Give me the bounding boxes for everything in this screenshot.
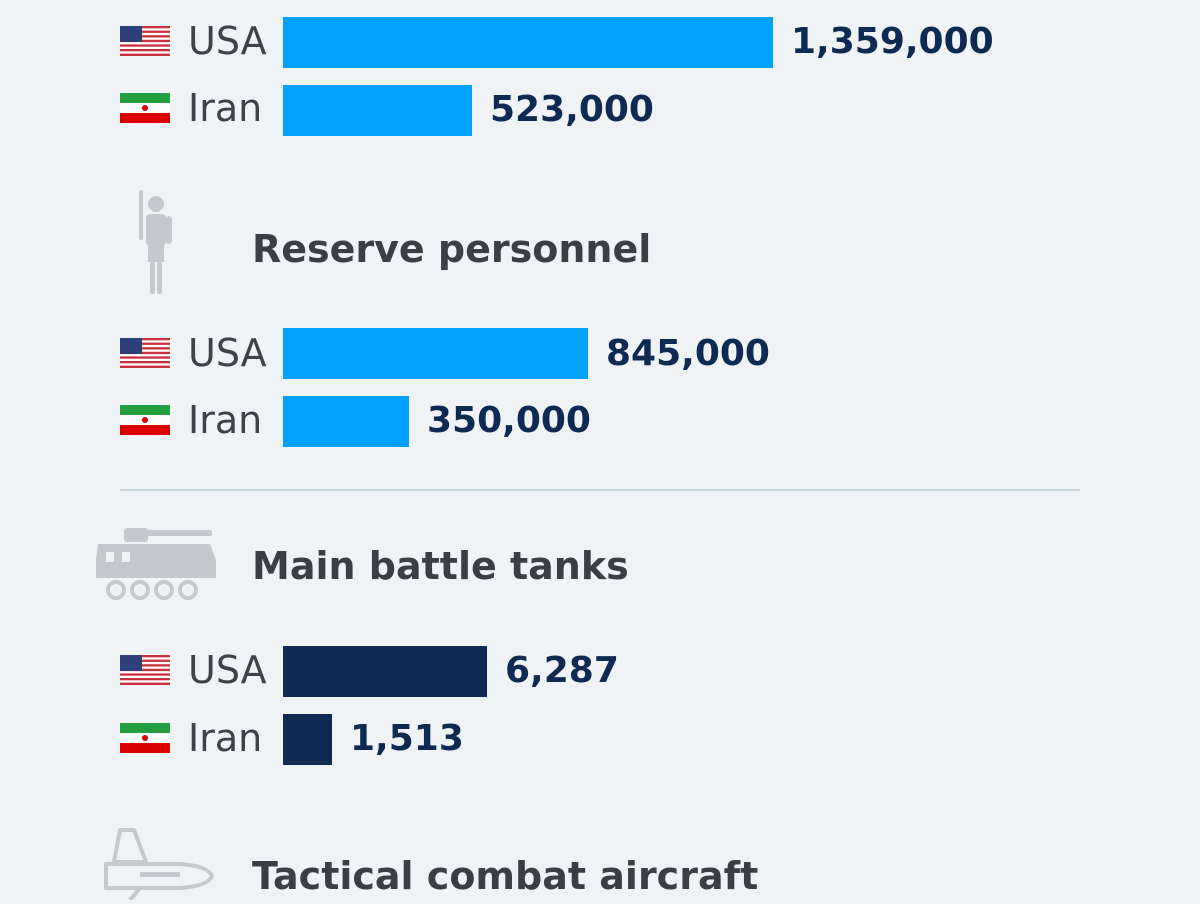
country-label-iran: Iran (188, 86, 263, 130)
flag-iran-icon (120, 723, 170, 753)
section-title-tactical-combat-aircraft: Tactical combat aircraft (252, 854, 759, 898)
country-label-usa: USA (188, 19, 267, 63)
section-divider (120, 489, 1080, 491)
value-label-usa-reserve-personnel: 845,000 (606, 333, 770, 374)
flag-usa-icon (120, 26, 170, 56)
value-label-usa-main-battle-tanks: 6,287 (505, 650, 619, 691)
bar-iran-main-battle-tanks (283, 714, 332, 765)
tank-icon (94, 528, 218, 606)
bar-usa-section0 (283, 17, 773, 68)
country-label-iran: Iran (188, 398, 263, 442)
flag-usa-icon (120, 338, 170, 368)
value-label-iran-reserve-personnel: 350,000 (427, 400, 591, 441)
value-label-iran-main-battle-tanks: 1,513 (350, 718, 464, 759)
section-title-reserve-personnel: Reserve personnel (252, 227, 652, 271)
flag-iran-icon (120, 93, 170, 123)
section-title-main-battle-tanks: Main battle tanks (252, 544, 629, 588)
bar-iran-reserve-personnel (283, 396, 409, 447)
value-label-usa-section0: 1,359,000 (791, 21, 994, 62)
country-label-usa: USA (188, 331, 267, 375)
value-label-iran-section0: 523,000 (490, 89, 654, 130)
flag-usa-icon (120, 655, 170, 685)
bar-usa-main-battle-tanks (283, 646, 487, 697)
fighter-jet-icon (100, 828, 216, 904)
country-label-usa: USA (188, 648, 267, 692)
flag-iran-icon (120, 405, 170, 435)
bar-iran-section0 (283, 85, 472, 136)
soldier-icon (134, 190, 178, 300)
country-label-iran: Iran (188, 716, 263, 760)
bar-usa-reserve-personnel (283, 328, 588, 379)
